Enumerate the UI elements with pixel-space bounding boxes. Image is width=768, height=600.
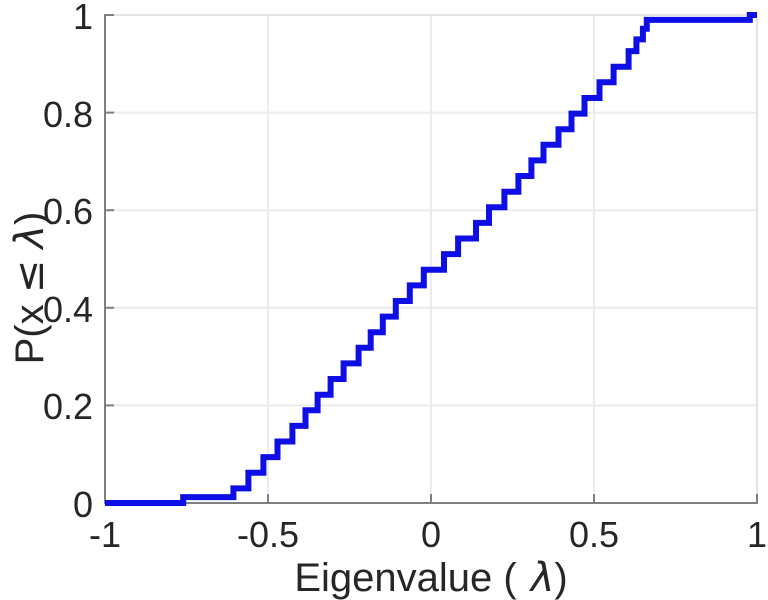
x-axis-label-close: ) [554,556,568,600]
x-tick-label: 1 [746,514,768,555]
y-tick-label: 0 [72,484,93,525]
leq-symbol: ≤ [7,259,53,294]
lambda-symbol: λ [7,224,53,249]
x-tick-label: 0 [420,514,442,555]
lambda-symbol: λ [530,555,555,600]
y-tick-label: 0.4 [42,288,93,330]
x-axis-label: Eigenvalue ( λ) [294,558,567,598]
x-tick-label: -0.5 [236,514,300,555]
y-axis-label-space [8,249,52,260]
grid-lines [105,15,757,503]
y-tick-label: 0.2 [42,386,93,428]
ecdf-curve [105,12,757,506]
y-axis-label-text: P(x [8,293,52,365]
y-tick-label: 0.6 [42,191,93,233]
x-tick-label: -1 [88,514,122,555]
y-tick-label: 1 [72,0,93,37]
y-tick-label: 0.8 [42,93,93,135]
x-axis-label-text: Eigenvalue ( [294,556,517,600]
y-axis-label-close: ) [8,211,52,225]
x-tick-label: 0.5 [568,514,620,555]
